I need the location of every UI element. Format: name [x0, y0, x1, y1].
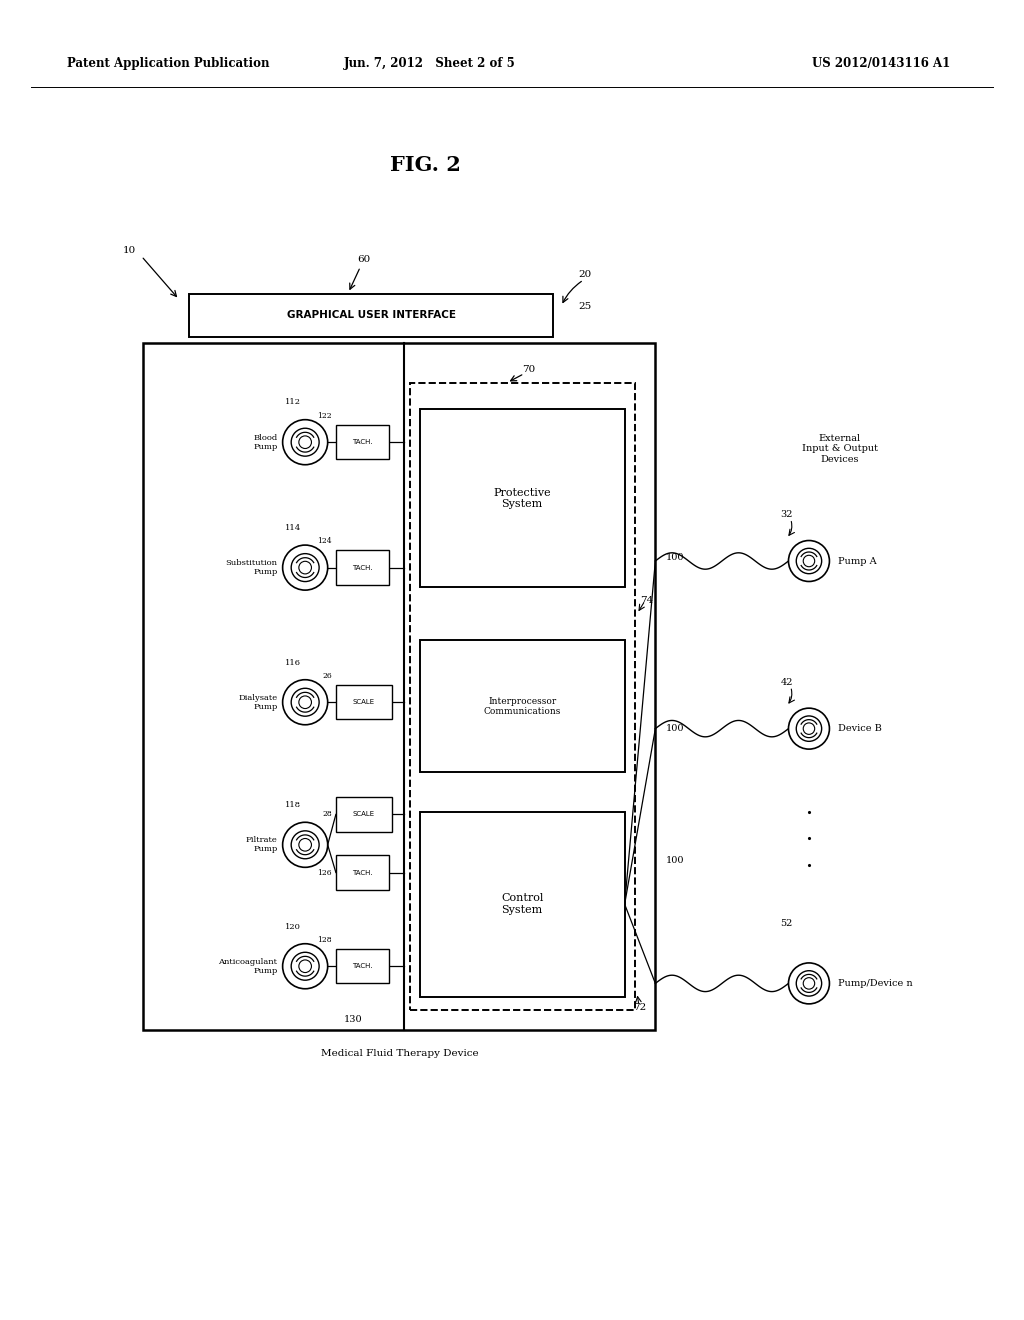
Ellipse shape	[291, 952, 319, 981]
Ellipse shape	[788, 962, 829, 1005]
Bar	[189, 294, 553, 337]
Text: TACH.: TACH.	[352, 565, 373, 570]
Ellipse shape	[291, 688, 319, 717]
Text: Dialysate
Pump: Dialysate Pump	[239, 693, 278, 711]
Text: 26: 26	[322, 672, 332, 680]
Ellipse shape	[291, 428, 319, 457]
Text: US 2012/0143116 A1: US 2012/0143116 A1	[811, 57, 950, 70]
Ellipse shape	[803, 556, 815, 566]
Text: 114: 114	[285, 524, 301, 532]
Text: 118: 118	[285, 801, 301, 809]
Text: 122: 122	[317, 412, 332, 420]
Text: FIG. 2: FIG. 2	[389, 154, 461, 176]
Text: 116: 116	[285, 659, 301, 667]
Ellipse shape	[299, 838, 311, 851]
Text: TACH.: TACH.	[352, 870, 373, 875]
Text: SCALE: SCALE	[353, 812, 375, 817]
Text: Protective
System: Protective System	[494, 487, 551, 510]
Bar	[336, 949, 389, 983]
Text: 72: 72	[633, 1003, 646, 1011]
Text: Anticoagulant
Pump: Anticoagulant Pump	[218, 957, 278, 975]
Text: 74: 74	[640, 597, 653, 605]
Ellipse shape	[788, 708, 829, 750]
Ellipse shape	[803, 978, 815, 989]
Text: 60: 60	[357, 255, 370, 264]
Ellipse shape	[283, 545, 328, 590]
Text: Patent Application Publication: Patent Application Publication	[67, 57, 269, 70]
Ellipse shape	[283, 944, 328, 989]
Text: Blood
Pump: Blood Pump	[253, 433, 278, 451]
Text: 126: 126	[317, 869, 332, 876]
Text: 100: 100	[666, 553, 684, 561]
Text: Substitution
Pump: Substitution Pump	[225, 558, 278, 577]
Ellipse shape	[803, 723, 815, 734]
Text: Pump A: Pump A	[838, 557, 877, 565]
Text: 10: 10	[123, 247, 136, 255]
Ellipse shape	[299, 696, 311, 709]
Text: 52: 52	[780, 920, 793, 928]
Ellipse shape	[299, 436, 311, 449]
Ellipse shape	[283, 822, 328, 867]
Text: GRAPHICAL USER INTERFACE: GRAPHICAL USER INTERFACE	[287, 310, 456, 321]
Text: 20: 20	[579, 271, 592, 279]
Ellipse shape	[291, 830, 319, 859]
Ellipse shape	[291, 553, 319, 582]
Ellipse shape	[797, 548, 821, 574]
Text: 128: 128	[317, 936, 332, 944]
Text: Filtrate
Pump: Filtrate Pump	[246, 836, 278, 854]
Bar	[143, 343, 655, 1030]
Text: SCALE: SCALE	[353, 700, 375, 705]
Bar	[336, 797, 392, 832]
Text: 124: 124	[317, 537, 332, 545]
Text: 42: 42	[780, 678, 793, 686]
Ellipse shape	[299, 960, 311, 973]
Text: Interprocessor
Communications: Interprocessor Communications	[483, 697, 561, 715]
Text: Medical Fluid Therapy Device: Medical Fluid Therapy Device	[321, 1049, 478, 1059]
Text: External
Input & Output
Devices: External Input & Output Devices	[802, 434, 878, 463]
Bar	[420, 812, 625, 997]
Text: TACH.: TACH.	[352, 440, 373, 445]
Text: Pump/Device n: Pump/Device n	[838, 979, 912, 987]
Text: Control
System: Control System	[501, 894, 544, 915]
Bar	[336, 685, 392, 719]
Text: TACH.: TACH.	[352, 964, 373, 969]
Bar	[420, 409, 625, 587]
Text: 100: 100	[666, 725, 684, 733]
Text: 130: 130	[344, 1015, 362, 1023]
Text: Device B: Device B	[838, 725, 882, 733]
Ellipse shape	[797, 970, 821, 997]
Text: 100: 100	[666, 857, 684, 865]
Text: 28: 28	[322, 810, 332, 818]
Text: Jun. 7, 2012   Sheet 2 of 5: Jun. 7, 2012 Sheet 2 of 5	[344, 57, 516, 70]
Bar	[336, 425, 389, 459]
Text: 25: 25	[579, 302, 592, 310]
Bar	[410, 383, 635, 1010]
Bar	[336, 550, 389, 585]
Text: 112: 112	[285, 399, 301, 407]
Ellipse shape	[283, 680, 328, 725]
Text: 32: 32	[780, 511, 793, 519]
Ellipse shape	[797, 715, 821, 742]
Ellipse shape	[299, 561, 311, 574]
Bar	[336, 855, 389, 890]
Ellipse shape	[788, 540, 829, 582]
Text: 70: 70	[522, 366, 536, 374]
Bar	[420, 640, 625, 772]
Ellipse shape	[283, 420, 328, 465]
Text: 120: 120	[285, 923, 301, 931]
